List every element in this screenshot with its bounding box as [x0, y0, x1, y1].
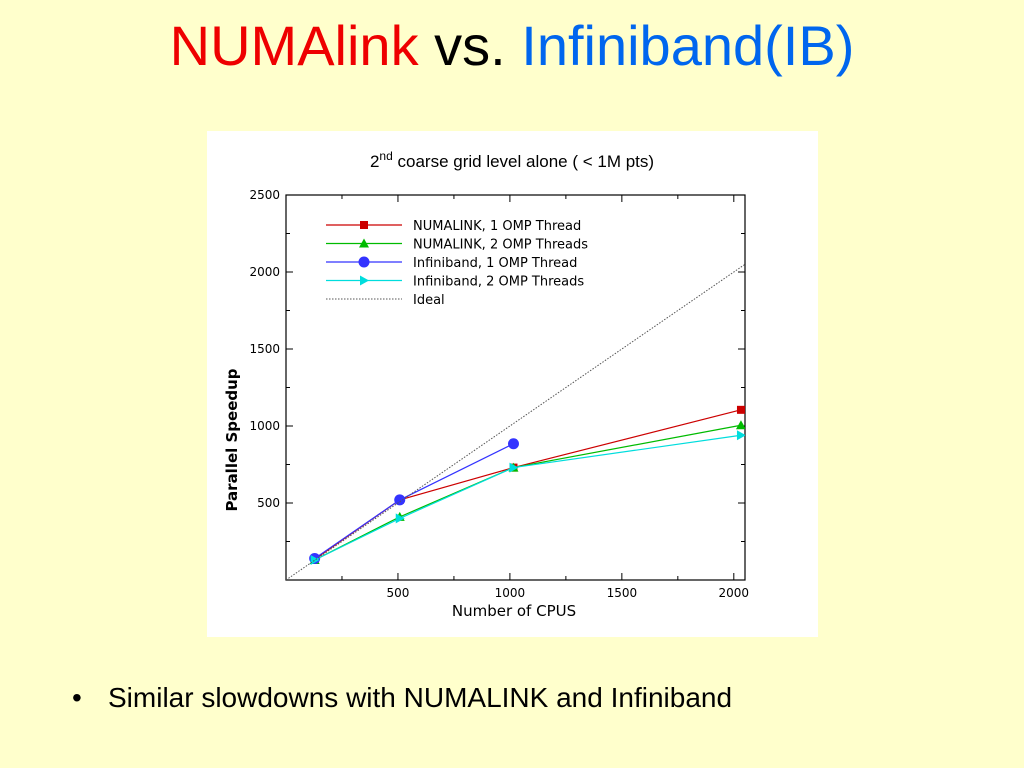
series-line-3 [314, 434, 742, 561]
legend-label-2: Infiniband, 1 OMP Thread [413, 256, 577, 271]
legend-label-1: NUMALINK, 2 OMP Threads [413, 238, 588, 253]
y-tick-label-1500: 1500 [249, 342, 280, 356]
legend-marker-1 [359, 238, 369, 248]
series-line-0 [314, 409, 742, 560]
series-1 [309, 420, 745, 564]
x-tick-label-2000: 2000 [719, 586, 750, 600]
series-3-point-1 [395, 513, 405, 524]
series-2-point-1 [394, 494, 406, 506]
x-tick-label-1000: 1000 [495, 586, 526, 600]
y-tick-label-1000: 1000 [249, 419, 280, 433]
chart-title: 2nd coarse grid level alone ( < 1M pts) [370, 149, 654, 171]
chart-title-sup: nd [379, 149, 392, 163]
series-1-point-3 [735, 420, 745, 430]
series-3-point-2 [509, 462, 519, 473]
series-3 [310, 430, 745, 565]
bullet-symbol: • [72, 682, 82, 713]
legend-label-3: Infiniband, 2 OMP Threads [413, 275, 584, 290]
x-axis-label: Number of CPUS [452, 602, 576, 620]
series-4 [286, 263, 745, 580]
legend-marker-2 [358, 256, 370, 268]
bullet-text: Similar slowdowns with NUMALINK and Infi… [108, 682, 733, 713]
y-tick-label-2500: 2500 [249, 188, 280, 202]
series-2 [309, 438, 519, 564]
legend: NUMALINK, 1 OMP Thread NUMALINK, 2 OMP Th… [326, 219, 588, 308]
x-tick-label-500: 500 [386, 586, 409, 600]
title-numalink: NUMAlink [169, 14, 419, 77]
series-3-point-0 [310, 554, 320, 565]
y-tick-label-2000: 2000 [249, 265, 280, 279]
legend-label-4: Ideal [413, 293, 445, 308]
x-tick-label-1500: 1500 [607, 586, 638, 600]
title-infiniband: Infiniband(IB) [521, 14, 855, 77]
slide-title: NUMAlink vs. Infiniband(IB) [0, 14, 1024, 78]
series-0 [310, 405, 745, 564]
speedup-chart: 2nd coarse grid level alone ( < 1M pts) … [223, 149, 749, 620]
legend-label-0: NUMALINK, 1 OMP Thread [413, 219, 581, 234]
series-2-point-2 [507, 438, 519, 450]
chart-title-base: 2 [370, 152, 379, 171]
legend-marker-0 [360, 221, 368, 229]
y-tick-label-500: 500 [257, 496, 280, 510]
bullet-item: • Similar slowdowns with NUMALINK and Inf… [72, 678, 732, 718]
y-axis-label: Parallel Speedup [223, 368, 241, 511]
chart-panel: 2nd coarse grid level alone ( < 1M pts) … [207, 131, 818, 637]
legend-marker-3 [360, 275, 369, 286]
series-line-4 [286, 263, 745, 580]
chart-title-rest: coarse grid level alone ( < 1M pts) [393, 152, 654, 171]
series-line-2 [314, 443, 514, 559]
series-3-point-3 [736, 430, 745, 441]
series-line-1 [314, 424, 742, 561]
series-0-point-3 [736, 405, 745, 414]
plot-area: 500 1000 1500 2000 500 1000 1500 2000 2500 NUMALI… [249, 188, 749, 600]
plot-frame [285, 194, 746, 581]
title-vs: vs. [418, 14, 522, 77]
